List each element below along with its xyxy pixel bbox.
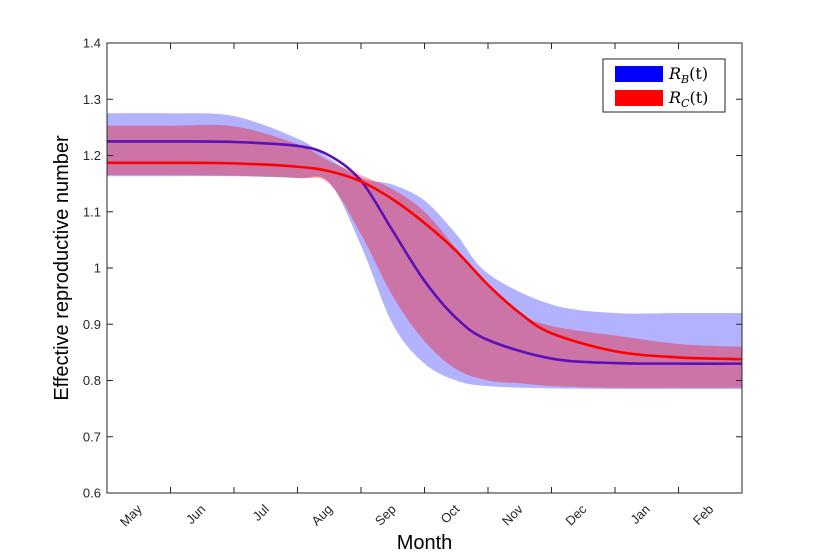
y-axis-label: Effective reproductive number [51, 135, 73, 401]
y-tick-label: 1.1 [83, 204, 101, 219]
confidence-band-c [107, 124, 742, 388]
confidence-band-b [107, 113, 742, 389]
legend-label-main: R [668, 88, 681, 107]
legend-swatch [615, 66, 663, 82]
confidence-bands [107, 113, 742, 389]
y-tick-label: 0.8 [83, 373, 101, 388]
y-tick-label: 0.7 [83, 429, 101, 444]
series-line-b [106, 140, 743, 365]
legend-label: RC(t) [668, 88, 708, 110]
legend-label-tail: (t) [689, 88, 708, 107]
x-axis-label: Month [397, 532, 453, 554]
y-tick-label: 1.3 [83, 92, 101, 107]
series-lines [106, 140, 743, 365]
legend-label-sub: B [680, 73, 689, 86]
series-line-c [106, 161, 743, 361]
y-tick-label: 0.9 [83, 317, 101, 332]
legend: RB(t)RC(t) [602, 58, 726, 113]
legend-label-sub: C [681, 97, 690, 110]
y-tick-label: 0.6 [83, 486, 101, 501]
y-tick-label: 1.4 [83, 36, 101, 51]
y-tick-label: 1.2 [83, 148, 101, 163]
legend-label-tail: (t) [689, 64, 708, 83]
legend-label-main: R [668, 64, 681, 83]
legend-swatch [615, 90, 663, 106]
y-tick-label: 1 [94, 261, 101, 276]
legend-label: RB(t) [668, 64, 708, 86]
